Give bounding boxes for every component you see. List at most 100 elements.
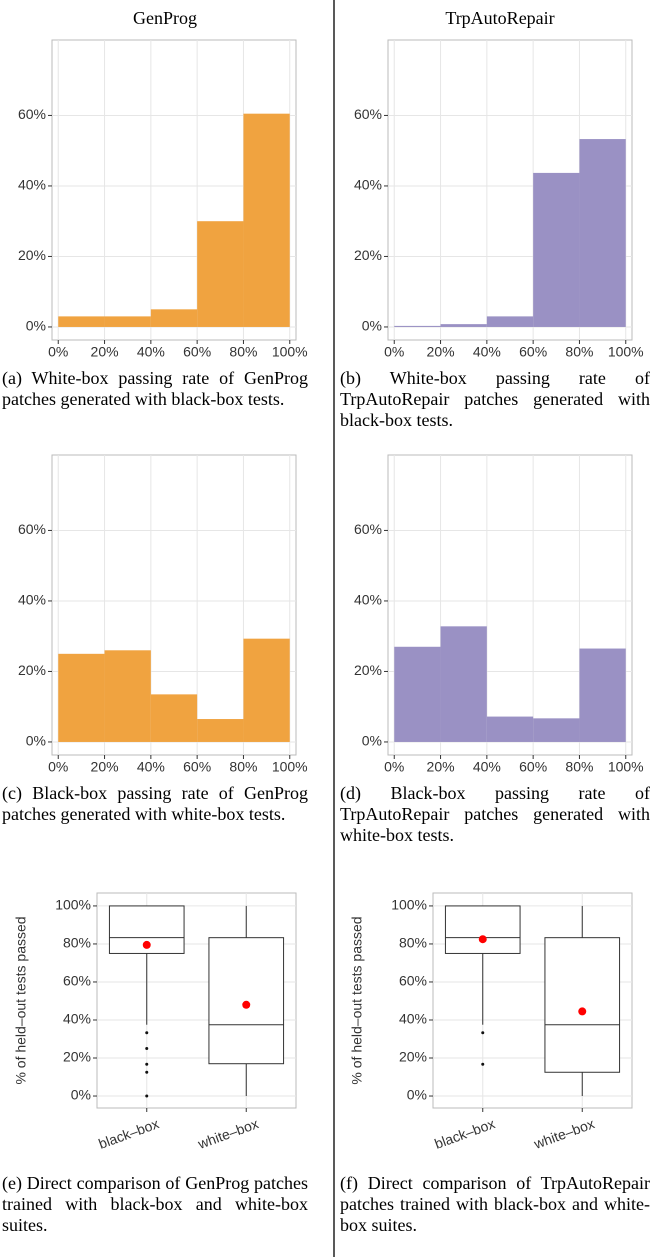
- y-tick-label: 20%: [354, 662, 382, 678]
- y-tick-label: 60%: [18, 106, 46, 122]
- bar: [150, 309, 198, 327]
- bar: [394, 646, 441, 742]
- bar: [394, 325, 441, 327]
- x-tick-label: 20%: [427, 759, 455, 775]
- outlier: [481, 1031, 485, 1035]
- outlier: [481, 1062, 485, 1066]
- column-header: GenProg: [133, 8, 197, 28]
- x-tick-label: 100%: [272, 344, 308, 360]
- bar: [197, 719, 244, 742]
- mean-point: [142, 940, 151, 949]
- caption: (c) Black-box passing rate of GenProg pa…: [2, 783, 308, 824]
- bar: [440, 626, 487, 742]
- mean-point: [242, 1000, 251, 1009]
- y-tick-label: 100%: [55, 897, 91, 913]
- x-tick-label: 40%: [473, 759, 501, 775]
- bar: [243, 113, 290, 327]
- x-tick-label: 0%: [48, 344, 68, 360]
- bar: [104, 650, 151, 742]
- y-tick-label: 0%: [362, 733, 382, 749]
- outlier: [145, 1046, 149, 1050]
- y-tick-label: 20%: [18, 662, 46, 678]
- y-tick-label: 80%: [399, 935, 427, 951]
- y-tick-label: 0%: [71, 1087, 91, 1103]
- bar: [579, 139, 626, 327]
- x-tick-label: 0%: [384, 759, 404, 775]
- y-axis-label: % of held–out tests passed: [13, 916, 29, 1084]
- x-tick-label: white–box: [531, 1115, 597, 1152]
- x-tick-label: 60%: [519, 759, 547, 775]
- x-tick-label: 20%: [427, 344, 455, 360]
- mean-point: [478, 935, 487, 944]
- bar: [579, 648, 626, 742]
- x-tick-label: 60%: [183, 759, 211, 775]
- box: [444, 905, 521, 954]
- outlier: [145, 1031, 149, 1035]
- y-tick-label: 20%: [63, 1049, 91, 1065]
- x-tick-label: 80%: [565, 759, 593, 775]
- y-tick-label: 40%: [354, 592, 382, 608]
- x-tick-label: 0%: [384, 344, 404, 360]
- bar: [486, 716, 534, 742]
- y-tick-label: 60%: [18, 521, 46, 537]
- y-tick-label: 40%: [18, 592, 46, 608]
- x-tick-label: 40%: [473, 344, 501, 360]
- y-tick-label: 0%: [407, 1087, 427, 1103]
- outlier: [145, 1062, 149, 1066]
- x-tick-label: 100%: [608, 344, 644, 360]
- bar: [486, 316, 534, 327]
- y-tick-label: 20%: [399, 1049, 427, 1065]
- box: [208, 937, 285, 1065]
- bar: [58, 316, 105, 327]
- x-tick-label: 100%: [608, 759, 644, 775]
- y-tick-label: 0%: [362, 318, 382, 334]
- y-tick-label: 40%: [18, 177, 46, 193]
- x-tick-label: 80%: [565, 344, 593, 360]
- x-tick-label: 80%: [229, 344, 257, 360]
- y-tick-label: 40%: [399, 1011, 427, 1027]
- y-tick-label: 40%: [63, 1011, 91, 1027]
- x-tick-label: 100%: [272, 759, 308, 775]
- bar: [150, 694, 198, 742]
- caption: (a) White-box passing rate of GenProg pa…: [2, 368, 308, 409]
- caption: (b) White-box passing rate of TrpAutoRep…: [340, 368, 650, 430]
- x-tick-label: white–box: [195, 1115, 261, 1152]
- x-tick-label: 40%: [137, 344, 165, 360]
- x-tick-label: 60%: [183, 344, 211, 360]
- mean-point: [578, 1007, 587, 1016]
- x-tick-label: 40%: [137, 759, 165, 775]
- y-axis-label: % of held–out tests passed: [349, 916, 365, 1084]
- bar: [533, 718, 580, 742]
- x-tick-label: 20%: [91, 344, 119, 360]
- x-tick-label: black–box: [96, 1115, 161, 1152]
- bar: [104, 316, 151, 327]
- y-tick-label: 60%: [63, 973, 91, 989]
- y-tick-label: 0%: [26, 318, 46, 334]
- x-tick-label: 0%: [48, 759, 68, 775]
- bar: [440, 324, 487, 327]
- caption: (d) Black-box passing rate of TrpAutoRep…: [340, 783, 650, 845]
- outlier: [145, 1094, 149, 1098]
- y-tick-label: 80%: [63, 935, 91, 951]
- x-tick-label: 20%: [91, 759, 119, 775]
- caption: (f) Direct comparison of TrpAutoRepair p…: [340, 1173, 650, 1235]
- x-tick-label: 60%: [519, 344, 547, 360]
- bar: [243, 638, 290, 742]
- y-tick-label: 60%: [354, 521, 382, 537]
- outlier: [145, 1070, 149, 1074]
- y-tick-label: 40%: [354, 177, 382, 193]
- y-tick-label: 20%: [354, 247, 382, 263]
- caption: (e) Direct comparison of GenProg patches…: [2, 1173, 308, 1235]
- x-tick-label: 80%: [229, 759, 257, 775]
- column-header: TrpAutoRepair: [445, 8, 555, 28]
- box: [544, 937, 621, 1073]
- y-tick-label: 60%: [354, 106, 382, 122]
- y-tick-label: 60%: [399, 973, 427, 989]
- y-tick-label: 0%: [26, 733, 46, 749]
- x-tick-label: black–box: [432, 1115, 497, 1152]
- y-tick-label: 20%: [18, 247, 46, 263]
- y-tick-label: 100%: [391, 897, 427, 913]
- bar: [533, 172, 580, 327]
